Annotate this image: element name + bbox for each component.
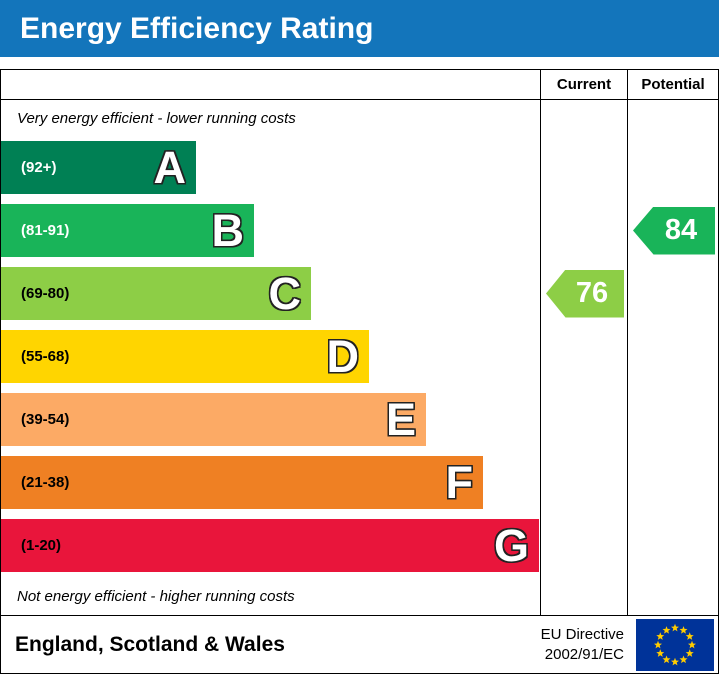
band-row-g: (1-20) G xyxy=(1,514,540,577)
band-row-b: (81-91) B xyxy=(1,199,540,262)
band-range: (81-91) xyxy=(21,222,70,239)
band-letter: G xyxy=(493,520,529,571)
band-range: (92+) xyxy=(21,159,57,176)
band-bar-b: (81-91) B xyxy=(1,204,254,257)
bottom-note: Not energy efficient - higher running co… xyxy=(17,587,295,605)
band-letter: D xyxy=(326,331,360,382)
eu-directive-label: EU Directive 2002/91/EC xyxy=(541,625,624,664)
current-column-header: Current xyxy=(541,70,628,99)
band-letter: E xyxy=(385,394,416,445)
current-column: 76 xyxy=(541,100,628,615)
potential-pointer: 84 xyxy=(633,206,715,255)
band-letter: A xyxy=(153,142,187,193)
band-bar-a: (92+) A xyxy=(1,141,196,194)
bands-column: Very energy efficient - lower running co… xyxy=(1,100,541,615)
chart-header-row: Current Potential xyxy=(1,70,718,100)
band-range: (39-54) xyxy=(21,411,70,428)
region-label: England, Scotland & Wales xyxy=(15,632,285,656)
band-bar-d: (55-68) D xyxy=(1,330,369,383)
band-letter: F xyxy=(445,457,474,508)
band-row-c: (69-80) C xyxy=(1,262,540,325)
potential-column-header: Potential xyxy=(641,76,705,93)
rating-chart: Current Potential Very energy efficient … xyxy=(0,69,719,616)
band-letter: B xyxy=(211,205,245,256)
current-pointer: 76 xyxy=(546,269,624,318)
band-letter: C xyxy=(268,268,302,319)
chart-body: Very energy efficient - lower running co… xyxy=(1,100,718,615)
band-row-e: (39-54) E xyxy=(1,388,540,451)
eu-directive-line2: 2002/91/EC xyxy=(544,645,624,663)
band-range: (69-80) xyxy=(21,285,70,302)
band-range: (1-20) xyxy=(21,537,62,554)
eu-flag-icon xyxy=(636,618,714,671)
band-row-d: (55-68) D xyxy=(1,325,540,388)
band-bar-c: (69-80) C xyxy=(1,267,311,320)
band-row-a: (92+) A xyxy=(1,136,540,199)
band-range: (21-38) xyxy=(21,474,70,491)
chart-footer: England, Scotland & Wales EU Directive 2… xyxy=(0,616,719,674)
current-rating-value: 76 xyxy=(575,277,609,309)
band-range: (55-68) xyxy=(21,348,70,365)
top-note: Very energy efficient - lower running co… xyxy=(17,109,296,127)
band-row-f: (21-38) F xyxy=(1,451,540,514)
potential-column: 84 xyxy=(628,100,718,615)
potential-rating-value: 84 xyxy=(664,214,698,246)
page-title: Energy Efficiency Rating xyxy=(0,0,719,57)
band-bar-f: (21-38) F xyxy=(1,456,483,509)
eu-directive-line1: EU Directive xyxy=(540,626,624,643)
band-bar-e: (39-54) E xyxy=(1,393,426,446)
chart-header-spacer xyxy=(1,70,541,99)
band-bar-g: (1-20) G xyxy=(1,519,539,572)
